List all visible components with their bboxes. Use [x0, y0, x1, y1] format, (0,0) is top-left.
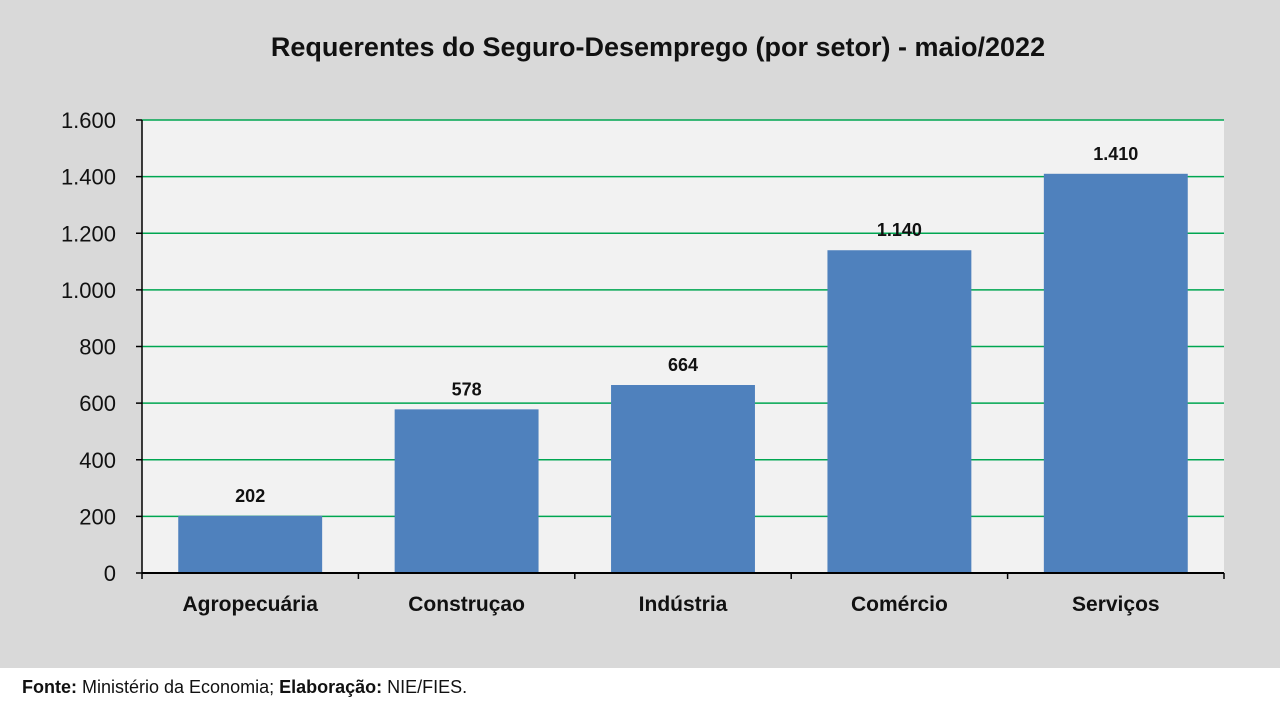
source-text: Ministério da Economia; [82, 677, 275, 697]
x-tick-label: Serviços [1072, 593, 1160, 616]
y-tick-label: 1.200 [61, 221, 116, 246]
bar [178, 515, 323, 573]
bar [394, 409, 539, 573]
source-note: Fonte: Ministério da Economia; Elaboraçã… [22, 677, 467, 698]
bar [611, 385, 755, 573]
x-tick-label: Agropecuária [183, 593, 319, 616]
elaboration-text: NIE/FIES. [387, 677, 468, 697]
x-tick-label: Indústria [639, 593, 728, 616]
source-label: Fonte: [22, 677, 77, 697]
y-tick-label: 1.400 [61, 165, 116, 190]
data-label: 202 [235, 486, 265, 506]
data-label: 664 [668, 355, 698, 375]
bar [827, 250, 972, 574]
y-tick-label: 200 [79, 504, 116, 529]
chart-title: Requerentes do Seguro-Desemprego (por se… [270, 32, 1046, 62]
bar [1043, 173, 1188, 573]
y-tick-label: 600 [79, 391, 116, 416]
data-label: 1.140 [877, 220, 922, 240]
y-tick-label: 0 [104, 561, 116, 586]
y-tick-label: 400 [79, 448, 116, 473]
footer-strip [0, 668, 1280, 720]
y-tick-label: 800 [79, 335, 116, 360]
elaboration-label: Elaboração: [279, 677, 383, 697]
bar-chart: 0 200 400 600 800 1.000 1.200 1.400 1.600 202 Agro… [61, 108, 1225, 616]
data-label: 578 [452, 379, 482, 399]
x-tick-label: Comércio [851, 593, 948, 616]
y-tick-label: 1.600 [61, 108, 116, 133]
data-label: 1.410 [1093, 144, 1138, 164]
y-tick-label: 1.000 [61, 278, 116, 303]
x-tick-label: Construçao [408, 593, 525, 616]
